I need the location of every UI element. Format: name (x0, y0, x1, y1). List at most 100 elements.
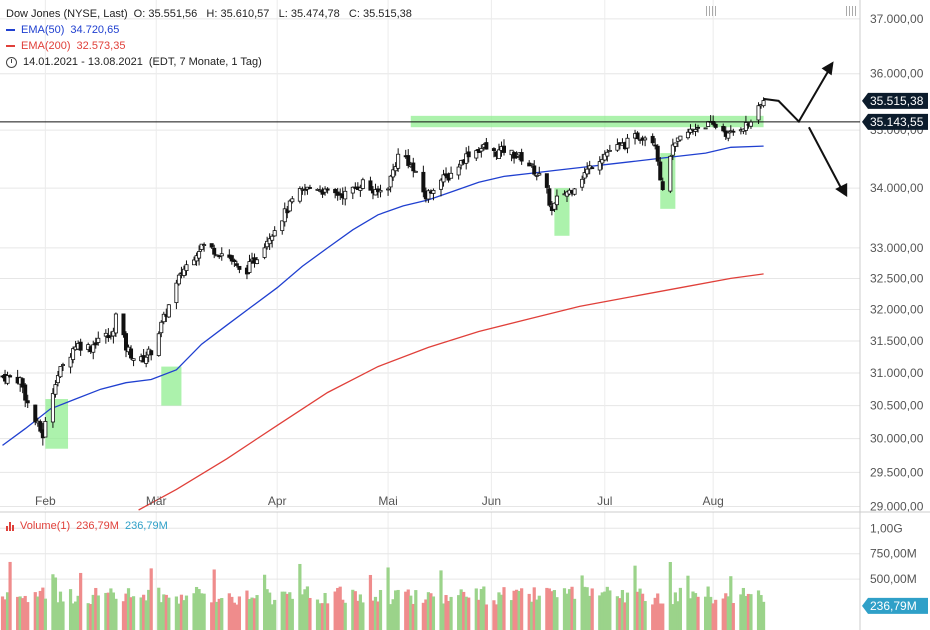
volume-bar (512, 590, 516, 630)
candle-body (199, 243, 204, 250)
candle-body (655, 145, 660, 162)
volume-bar (668, 562, 672, 630)
candle-body (534, 174, 539, 177)
candle-body (96, 337, 101, 343)
candle-body (192, 259, 197, 266)
volume-bar (351, 589, 355, 630)
volume-bar (197, 589, 201, 630)
volume-bar (300, 594, 304, 630)
volume-value-2: 236,79M (124, 520, 168, 532)
volume-bar (474, 588, 478, 630)
volume-bar (411, 603, 415, 630)
volume-bar (537, 595, 541, 630)
candle-body (20, 378, 25, 388)
volume-bar (651, 604, 655, 630)
volume-bar (603, 591, 607, 630)
volume-bar (406, 589, 410, 630)
volume-bar (250, 597, 254, 630)
volume-bar (21, 598, 25, 630)
candle-body (431, 189, 436, 194)
volume-bar (91, 594, 95, 630)
candle-body (761, 100, 766, 107)
candle-body (396, 153, 401, 169)
volume-bar (255, 595, 259, 630)
candle-body (350, 186, 355, 194)
candle-body (50, 393, 55, 423)
volume-bar (656, 593, 660, 630)
volume-bar (356, 600, 360, 630)
candle-body (743, 122, 748, 131)
volume-bar (426, 592, 430, 630)
y-tick-label: 30.000,00 (870, 432, 924, 446)
candle-body (360, 179, 365, 189)
volume-bar (129, 597, 133, 630)
candle-body (426, 190, 431, 200)
candle-body (688, 128, 693, 133)
chart-options-dots-icon[interactable] (706, 6, 716, 16)
candle-body (5, 375, 10, 384)
candle-body (726, 132, 731, 139)
candle-body (711, 120, 716, 125)
candle-body (302, 189, 307, 192)
candle-body (496, 149, 501, 159)
volume-bar (68, 589, 73, 630)
y-tick-label: 30.500,00 (870, 399, 924, 413)
volume-bar (547, 588, 551, 630)
candle-body (501, 145, 506, 153)
volume-bar (431, 596, 436, 630)
volume-bar (288, 592, 292, 630)
candle-body (78, 341, 83, 351)
candle-body (111, 330, 116, 337)
candle-body (255, 259, 260, 264)
volume-bar (459, 589, 463, 630)
volume-bar (409, 595, 413, 630)
volume-tick-label: 500,00M (870, 572, 917, 586)
candle-body (411, 162, 416, 172)
candle-body (685, 131, 690, 139)
chart-options-dots-icon-2[interactable] (846, 6, 856, 16)
volume-bar (590, 588, 594, 630)
candle-body (219, 253, 224, 257)
volume-bar (550, 591, 554, 630)
volume-bar (124, 593, 128, 630)
volume-bar (232, 602, 236, 630)
candle-body (8, 375, 13, 378)
candle-body (197, 251, 202, 259)
volume-bar (164, 594, 168, 630)
candle-body (529, 163, 534, 166)
volume-bar (439, 570, 443, 630)
ema50-value: 34.720,65 (70, 24, 120, 36)
clock-icon (6, 56, 17, 68)
candle-body (113, 313, 118, 334)
volume-bar (139, 597, 143, 630)
ema200-value: 32.573,35 (76, 40, 126, 52)
legend-ema200-row[interactable]: EMA(200) 32.573,35 (6, 38, 412, 54)
resistance-tag-bg (862, 113, 928, 130)
volume-bar (565, 593, 569, 630)
candle-body (597, 161, 602, 171)
candle-body (731, 130, 736, 133)
candle-body (660, 181, 665, 190)
volume-bar (194, 586, 199, 630)
volume-bar (285, 593, 289, 630)
candle-body (456, 166, 461, 176)
volume-bar (588, 595, 592, 630)
volume-bar (265, 589, 269, 630)
candle-body (91, 344, 96, 353)
volume-bar (721, 598, 725, 630)
volume-bar (280, 591, 284, 630)
volume-bar (192, 593, 196, 630)
y-tick-label: 29.500,00 (870, 465, 924, 479)
candle-body (129, 348, 134, 359)
volume-bar (421, 602, 425, 630)
volume-bar (71, 603, 75, 630)
volume-bar (658, 603, 662, 630)
volume-bar (555, 597, 559, 630)
volume-bar (484, 604, 488, 630)
candle-body (202, 244, 207, 246)
volume-bar (245, 590, 249, 630)
volume-bar (74, 601, 78, 630)
volume-bar (515, 589, 519, 630)
legend-ema50-row[interactable]: EMA(50) 34.720,65 (6, 22, 412, 38)
volume-legend: Volume(1) 236,79M 236,79M (6, 520, 168, 532)
